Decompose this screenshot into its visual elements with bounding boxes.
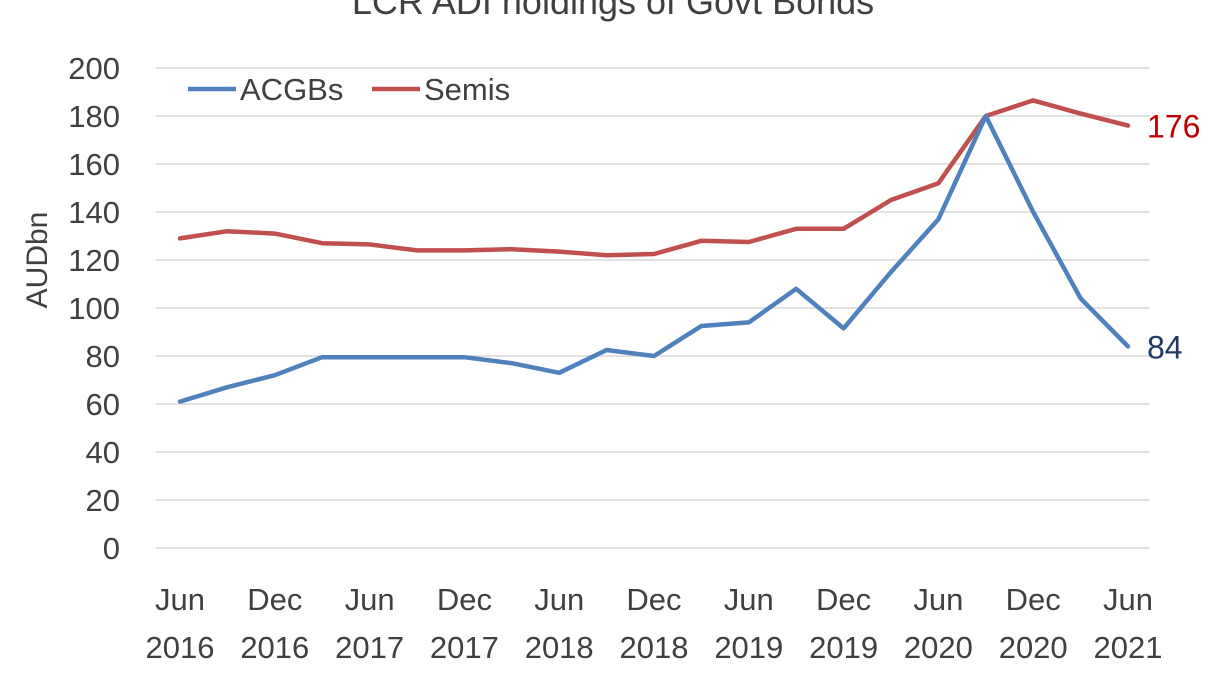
x-tick-label-year: 2019	[809, 630, 878, 665]
x-tick-label-year: 2016	[240, 630, 309, 665]
x-tick-label-month: Jun	[913, 582, 963, 617]
x-tick-label-month: Dec	[247, 582, 302, 617]
x-tick-label-month: Dec	[626, 582, 681, 617]
x-tick-label-month: Jun	[155, 582, 205, 617]
y-tick-label: 100	[68, 291, 120, 326]
y-axis-title: AUDbn	[21, 212, 54, 309]
end-label-acgbs: 84	[1147, 329, 1183, 365]
x-tick-label-year: 2018	[620, 630, 689, 665]
x-tick-label-month: Dec	[1006, 582, 1061, 617]
x-tick-label-year: 2017	[430, 630, 499, 665]
x-tick-label-month: Jun	[724, 582, 774, 617]
end-label-semis: 176	[1147, 109, 1200, 145]
x-tick-label-month: Jun	[1103, 582, 1153, 617]
x-tick-label-month: Dec	[437, 582, 492, 617]
y-axis-ticks: 0 20 40 60 80 100 120 140 160 180 200	[68, 51, 120, 566]
series-line-semis	[177, 98, 1131, 258]
y-tick-label: 120	[68, 243, 120, 278]
x-tick-label-year: 2021	[1094, 630, 1163, 665]
series-lines	[177, 98, 1131, 404]
x-tick-label-year: 2020	[999, 630, 1068, 665]
y-tick-label: 140	[68, 195, 120, 230]
legend-label-acgbs: ACGBs	[240, 72, 343, 107]
x-tick-label-year: 2016	[146, 630, 215, 665]
gridlines	[156, 67, 1150, 549]
y-tick-label: 180	[68, 99, 120, 134]
x-tick-label-month: Jun	[345, 582, 395, 617]
x-tick-label-year: 2020	[904, 630, 973, 665]
chart-title: LCR ADI holdings of Govt Bonds	[352, 0, 874, 22]
x-tick-label-month: Dec	[816, 582, 871, 617]
y-tick-label: 200	[68, 51, 120, 86]
series-line-acgbs	[177, 113, 1131, 404]
y-tick-label: 160	[68, 147, 120, 182]
x-tick-label-year: 2019	[714, 630, 783, 665]
y-tick-label: 40	[86, 435, 120, 470]
end-labels: 84 176	[1147, 109, 1200, 366]
x-tick-label-year: 2017	[335, 630, 404, 665]
y-tick-label: 80	[86, 339, 120, 374]
x-axis-ticks: Jun 2016 Dec 2016 Jun 2017 Dec 2017 Jun 2018 Dec 20…	[146, 582, 1163, 665]
legend-label-semis: Semis	[424, 72, 510, 107]
x-tick-label-month: Jun	[534, 582, 584, 617]
y-tick-label: 60	[86, 387, 120, 422]
legend: ACGBs Semis	[188, 72, 510, 107]
y-tick-label: 20	[86, 483, 120, 518]
x-tick-label-year: 2018	[525, 630, 594, 665]
y-tick-label: 0	[103, 531, 120, 566]
